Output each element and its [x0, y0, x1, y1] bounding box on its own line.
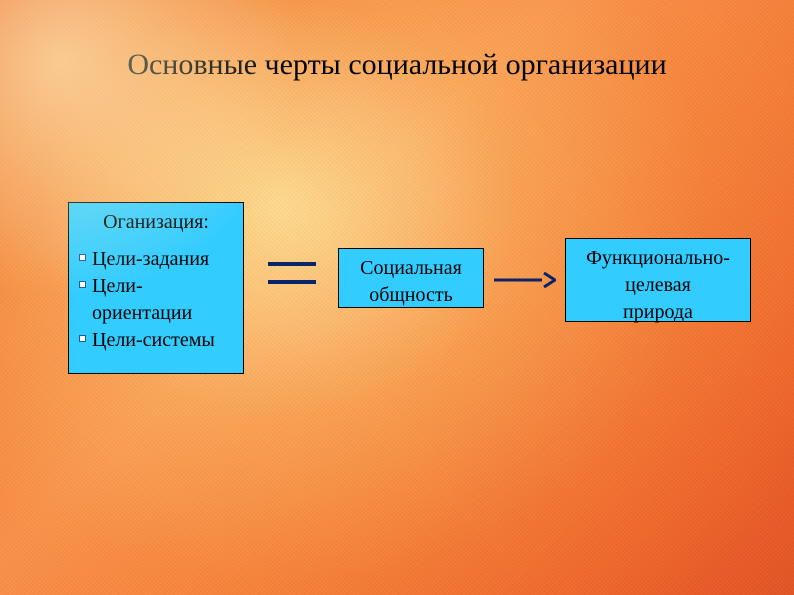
box-social-community: Социальная общность: [338, 248, 484, 308]
connector-arrow: [494, 272, 556, 288]
box-social-line1: Социальная: [349, 255, 473, 282]
box-func-line2: целевая: [576, 272, 740, 299]
box-organization-bullets: Цели-задания Цели-ориентации Цели-систем…: [79, 246, 233, 354]
connector-equals: [268, 262, 316, 284]
page-title: Основные черты социальной организации: [0, 48, 794, 82]
list-item: Цели-задания: [79, 246, 233, 273]
list-item: Цели-системы: [79, 327, 233, 354]
arrow-head: [544, 273, 555, 287]
bullet-icon: [79, 281, 86, 288]
list-item-label: Цели-ориентации: [92, 273, 233, 327]
box-functional-nature: Функционально- целевая природа: [565, 238, 751, 322]
arrow-icon: [494, 272, 556, 288]
bullet-icon: [79, 254, 86, 261]
bullet-icon: [79, 335, 86, 342]
equals-bar-bottom: [268, 280, 316, 284]
equals-bar-top: [268, 262, 316, 266]
box-func-line1: Функционально-: [576, 245, 740, 272]
box-func-line3: природа: [576, 299, 740, 326]
box-organization-header: Оганизация:: [79, 209, 233, 236]
list-item: Цели-ориентации: [79, 273, 233, 327]
box-social-line2: общность: [349, 282, 473, 309]
list-item-label: Цели-задания: [92, 246, 209, 273]
list-item-label: Цели-системы: [92, 327, 215, 354]
box-organization: Оганизация: Цели-задания Цели-ориентации…: [68, 202, 244, 374]
